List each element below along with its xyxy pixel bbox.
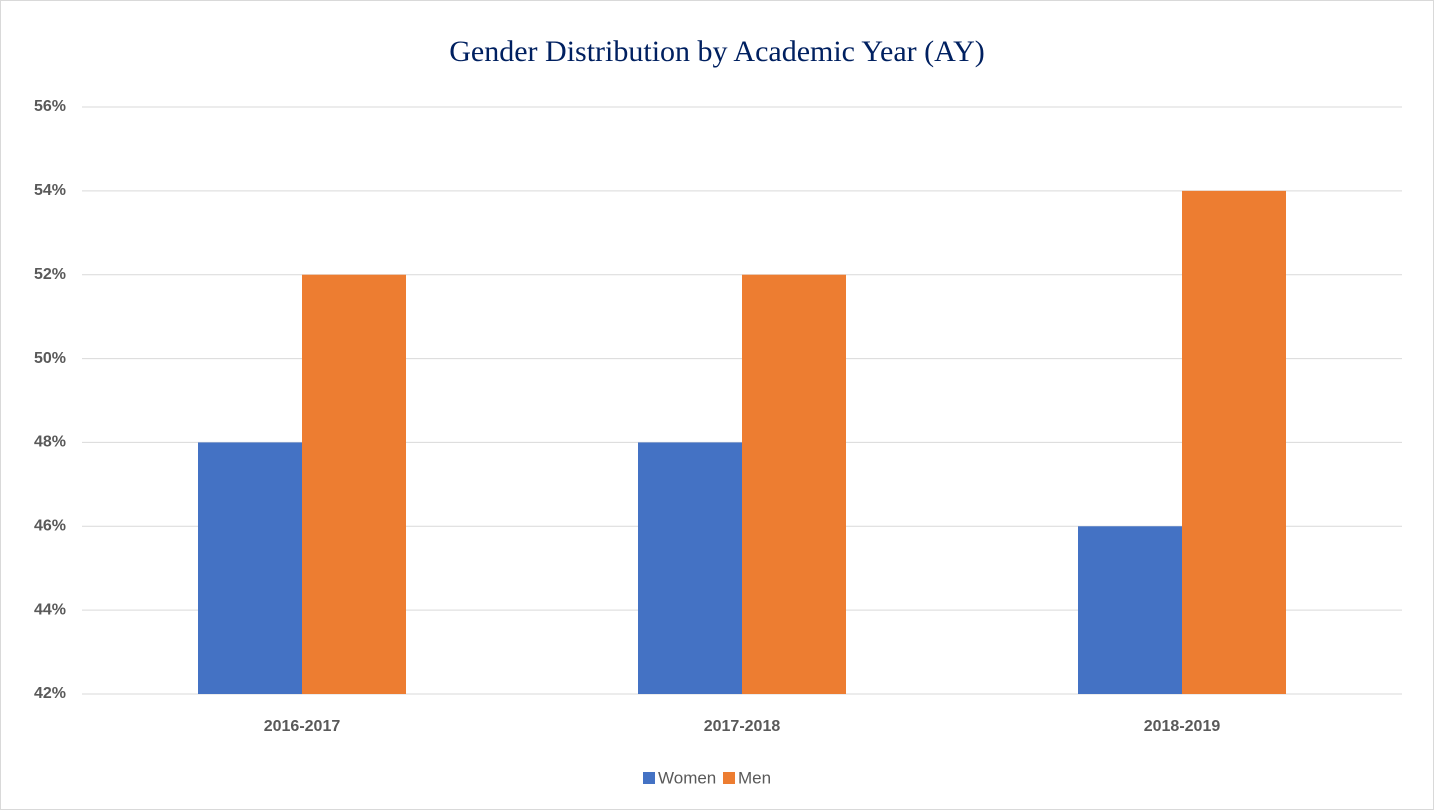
x-tick-label: 2016-2017 xyxy=(264,718,341,735)
y-tick-label: 52% xyxy=(34,266,66,283)
bar xyxy=(1078,526,1182,694)
y-tick-label: 42% xyxy=(34,685,66,702)
x-tick-label: 2018-2019 xyxy=(1144,718,1221,735)
y-tick-label: 46% xyxy=(34,518,66,535)
bar xyxy=(302,274,406,694)
y-tick-label: 44% xyxy=(34,601,66,618)
chart-title: Gender Distribution by Academic Year (AY… xyxy=(449,35,984,68)
y-tick-label: 48% xyxy=(34,434,66,451)
bar xyxy=(198,442,302,694)
y-tick-label: 54% xyxy=(34,182,66,199)
bar xyxy=(742,274,846,694)
y-tick-label: 50% xyxy=(34,350,66,367)
x-tick-label: 2017-2018 xyxy=(704,718,781,735)
y-tick-label: 56% xyxy=(34,98,66,115)
bar xyxy=(638,442,742,694)
legend-swatch xyxy=(643,772,655,784)
legend-label: Women xyxy=(658,768,716,787)
legend-swatch xyxy=(723,772,735,784)
legend-label: Men xyxy=(738,768,771,787)
bar xyxy=(1182,190,1286,694)
